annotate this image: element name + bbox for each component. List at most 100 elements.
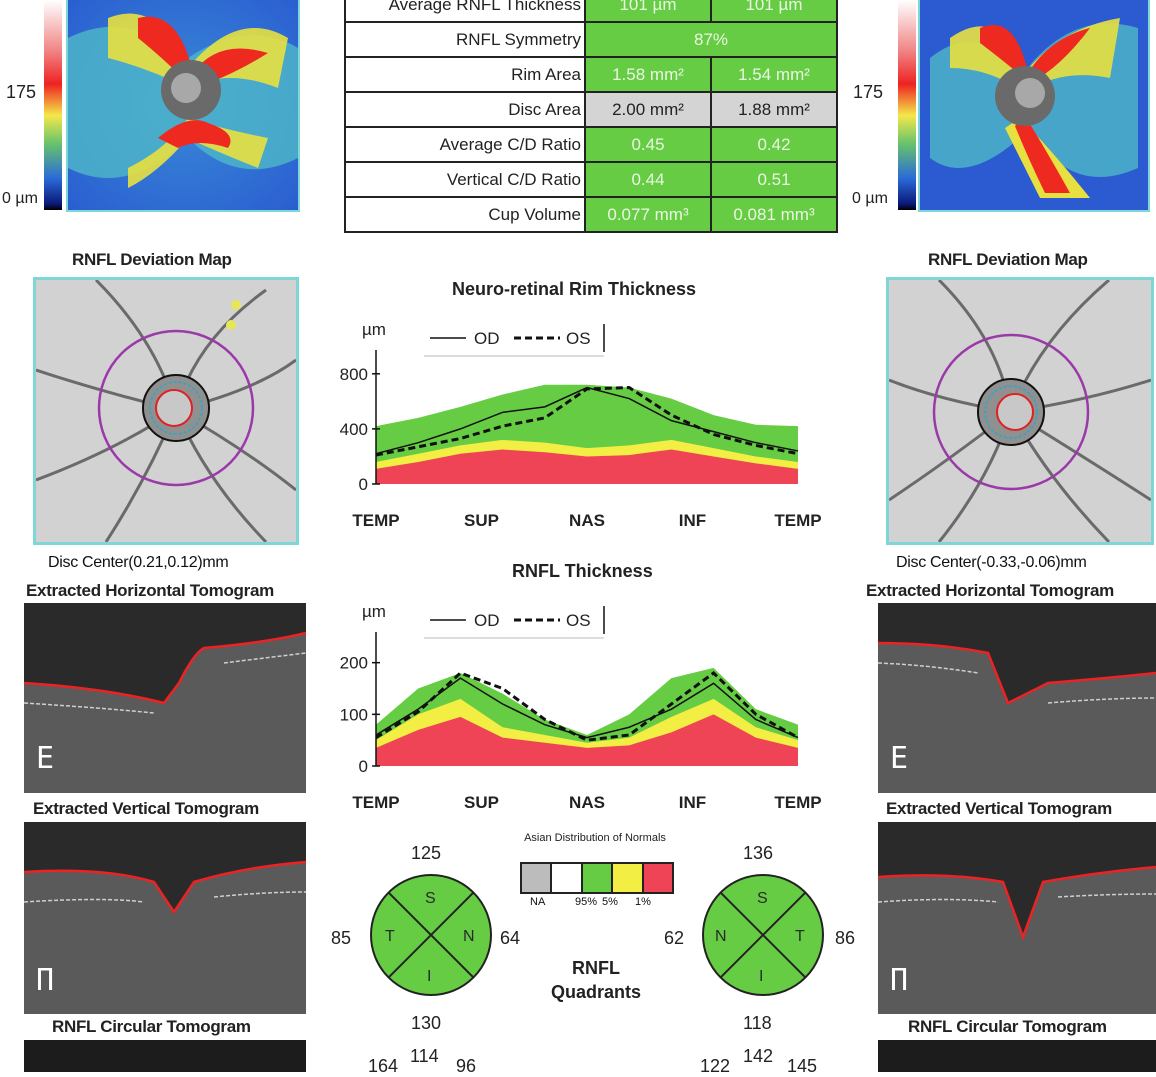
legend-os-label: OS: [566, 329, 591, 348]
clock-od-3: 96: [456, 1056, 477, 1076]
chart-legend: OD OS: [424, 606, 605, 639]
scale-label-175-right: 175: [853, 82, 884, 102]
param-value-od: 101 µm: [584, 0, 712, 23]
quadrant-pie-os: S N T I: [702, 874, 824, 996]
horizontal-tomogram-title-od: Extracted Horizontal Tomogram: [26, 581, 274, 600]
legend-swatch-na: [522, 864, 553, 892]
svg-text:Π: Π: [36, 963, 54, 998]
legend-swatch-red: [643, 864, 673, 892]
param-value-os: 101 µm: [710, 0, 838, 23]
deviation-map-title-os: RNFL Deviation Map: [928, 250, 1088, 269]
param-row: Cup Volume 0.077 mm³ 0.081 mm³: [344, 196, 838, 233]
rnfl-thickness-map-os: [918, 0, 1150, 212]
param-value-od: 2.00 mm²: [584, 91, 712, 128]
rnfl-thickness-map-od: [66, 0, 300, 212]
quadrant-os-t-label: T: [795, 928, 805, 945]
quadrant-od-i-label: I: [427, 968, 431, 985]
horizontal-tomogram-title-os: Extracted Horizontal Tomogram: [866, 581, 1114, 600]
normal-band-red: [376, 449, 798, 484]
chart-legend: OD OS: [424, 324, 605, 357]
param-label: Vertical C/D Ratio: [344, 161, 586, 198]
clock-os-3: 145: [787, 1056, 818, 1076]
normals-legend-title: Asian Distribution of Normals: [524, 832, 666, 844]
quadrant-os-inferior-value: 118: [743, 1013, 772, 1033]
x-category-label: INF: [679, 511, 706, 530]
series-line-os: [375, 386, 799, 457]
vertical-tomogram-os: Π: [878, 822, 1156, 1014]
legend-swatch-5: [582, 864, 614, 892]
param-value-od: 0.077 mm³: [584, 196, 712, 233]
param-value-os: 1.54 mm²: [710, 56, 838, 93]
legend-od-label: OD: [474, 611, 500, 630]
horizontal-tomogram-od: E: [24, 603, 306, 793]
param-row: Average RNFL Thickness 101 µm 101 µm: [344, 0, 838, 23]
quadrant-od-superior-value: 125: [411, 843, 442, 863]
param-value-od: 1.58 mm²: [584, 56, 712, 93]
quadrant-os-n-label: N: [715, 928, 727, 945]
vertical-tomogram-od: Π: [24, 822, 306, 1014]
x-category-label: TEMP: [774, 793, 821, 812]
normals-legend-swatches: [520, 862, 674, 894]
param-label: Average RNFL Thickness: [344, 0, 586, 23]
normal-band-red: [376, 714, 798, 766]
circular-tomogram-title-os: RNFL Circular Tomogram: [908, 1017, 1107, 1036]
quadrant-os-s-label: S: [757, 890, 768, 907]
x-category-label: SUP: [464, 793, 499, 812]
x-category-label: INF: [679, 793, 706, 812]
quadrant-os-nasal-value: 62: [664, 928, 685, 948]
param-row: Vertical C/D Ratio 0.44 0.51: [344, 161, 838, 198]
y-tick-label: 800: [340, 365, 368, 384]
deviation-map-title-od: RNFL Deviation Map: [72, 250, 232, 269]
clock-od-2: 114: [410, 1046, 439, 1066]
x-category-label: NAS: [569, 793, 605, 812]
rim-thickness-chart: 0 400 800 µm TEMP SUP NAS INF TEMP OD OS: [340, 320, 822, 530]
x-category-label: SUP: [464, 511, 499, 530]
vertical-tomogram-title-od: Extracted Vertical Tomogram: [33, 799, 259, 818]
param-label: RNFL Symmetry: [344, 21, 586, 58]
param-value-os: 0.51: [710, 161, 838, 198]
legend-label-na: NA: [530, 896, 546, 908]
x-category-label: NAS: [569, 511, 605, 530]
param-label: Cup Volume: [344, 196, 586, 233]
x-category-label: TEMP: [352, 793, 399, 812]
quadrant-os-temporal-value: 86: [835, 928, 856, 948]
rim-thickness-chart-title: Neuro-retinal Rim Thickness: [452, 279, 697, 299]
legend-swatch-1: [613, 864, 644, 892]
series-line-od: [375, 677, 799, 739]
rnfl-thickness-chart: 0 100 200 µm TEMP SUP NAS INF TEMP OD OS: [340, 602, 822, 812]
x-category-label: TEMP: [352, 511, 399, 530]
param-value-od: 0.44: [584, 161, 712, 198]
quadrant-od-nasal-value: 64: [500, 928, 521, 948]
circular-tomogram-title-od: RNFL Circular Tomogram: [52, 1017, 251, 1036]
svg-text:E: E: [36, 741, 54, 776]
rnfl-parameters-table: Average RNFL Thickness 101 µm 101 µm RNFL S…: [344, 0, 838, 233]
y-tick-label: 0: [359, 757, 368, 776]
clock-od-1: 164: [368, 1056, 399, 1076]
param-value-os: 0.42: [710, 126, 838, 163]
horizontal-tomogram-os: E: [878, 603, 1156, 793]
y-tick-label: 200: [340, 654, 368, 673]
quadrant-od-inferior-value: 130: [411, 1013, 442, 1033]
quadrant-pie-od: S T N I: [370, 874, 492, 996]
quadrant-od-n-label: N: [463, 928, 475, 945]
y-tick-label: 0: [359, 475, 368, 494]
param-value-os: 0.081 mm³: [710, 196, 838, 233]
legend-od-label: OD: [474, 329, 500, 348]
param-value-od: 0.45: [584, 126, 712, 163]
param-label: Average C/D Ratio: [344, 126, 586, 163]
y-tick-label: 400: [340, 420, 368, 439]
param-row: Average C/D Ratio 0.45 0.42: [344, 126, 838, 163]
scale-label-0-left: 0 µm: [2, 190, 38, 207]
quadrant-od-temporal-value: 85: [331, 928, 352, 948]
param-row: Disc Area 2.00 mm² 1.88 mm²: [344, 91, 838, 128]
x-category-label: TEMP: [774, 511, 821, 530]
series-line-os: [375, 671, 799, 742]
legend-label-5: 5%: [602, 896, 618, 908]
legend-os-label: OS: [566, 611, 591, 630]
vertical-tomogram-title-os: Extracted Vertical Tomogram: [886, 799, 1112, 818]
rnfl-deviation-map-os: [886, 277, 1154, 545]
circular-tomogram-od: [24, 1040, 306, 1072]
y-tick-label: 100: [340, 705, 368, 724]
legend-label-95: 95%: [575, 896, 598, 908]
clock-os-1: 122: [700, 1056, 731, 1076]
